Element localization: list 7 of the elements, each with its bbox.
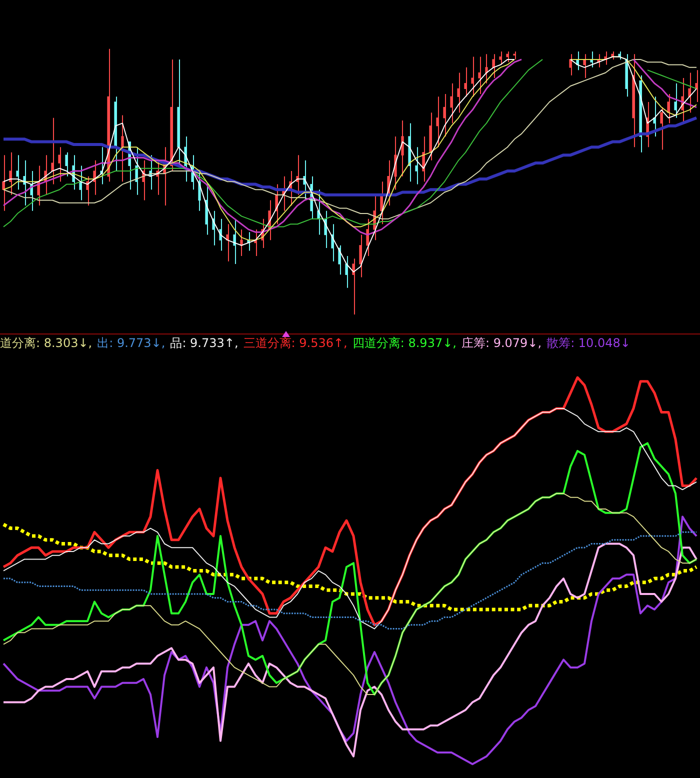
text: 庄筹: 9.079↓,	[461, 336, 542, 350]
text: 四道分离: 8.937↓,	[352, 336, 456, 350]
text: 出: 9.773↓,	[97, 336, 166, 350]
text: 散筹: 10.048↓	[546, 336, 630, 350]
text: 道分离: 8.303↓,	[0, 336, 92, 350]
text: 品: 9.733↑,	[170, 336, 238, 350]
text: 三道分离: 9.536↑,	[243, 336, 348, 350]
